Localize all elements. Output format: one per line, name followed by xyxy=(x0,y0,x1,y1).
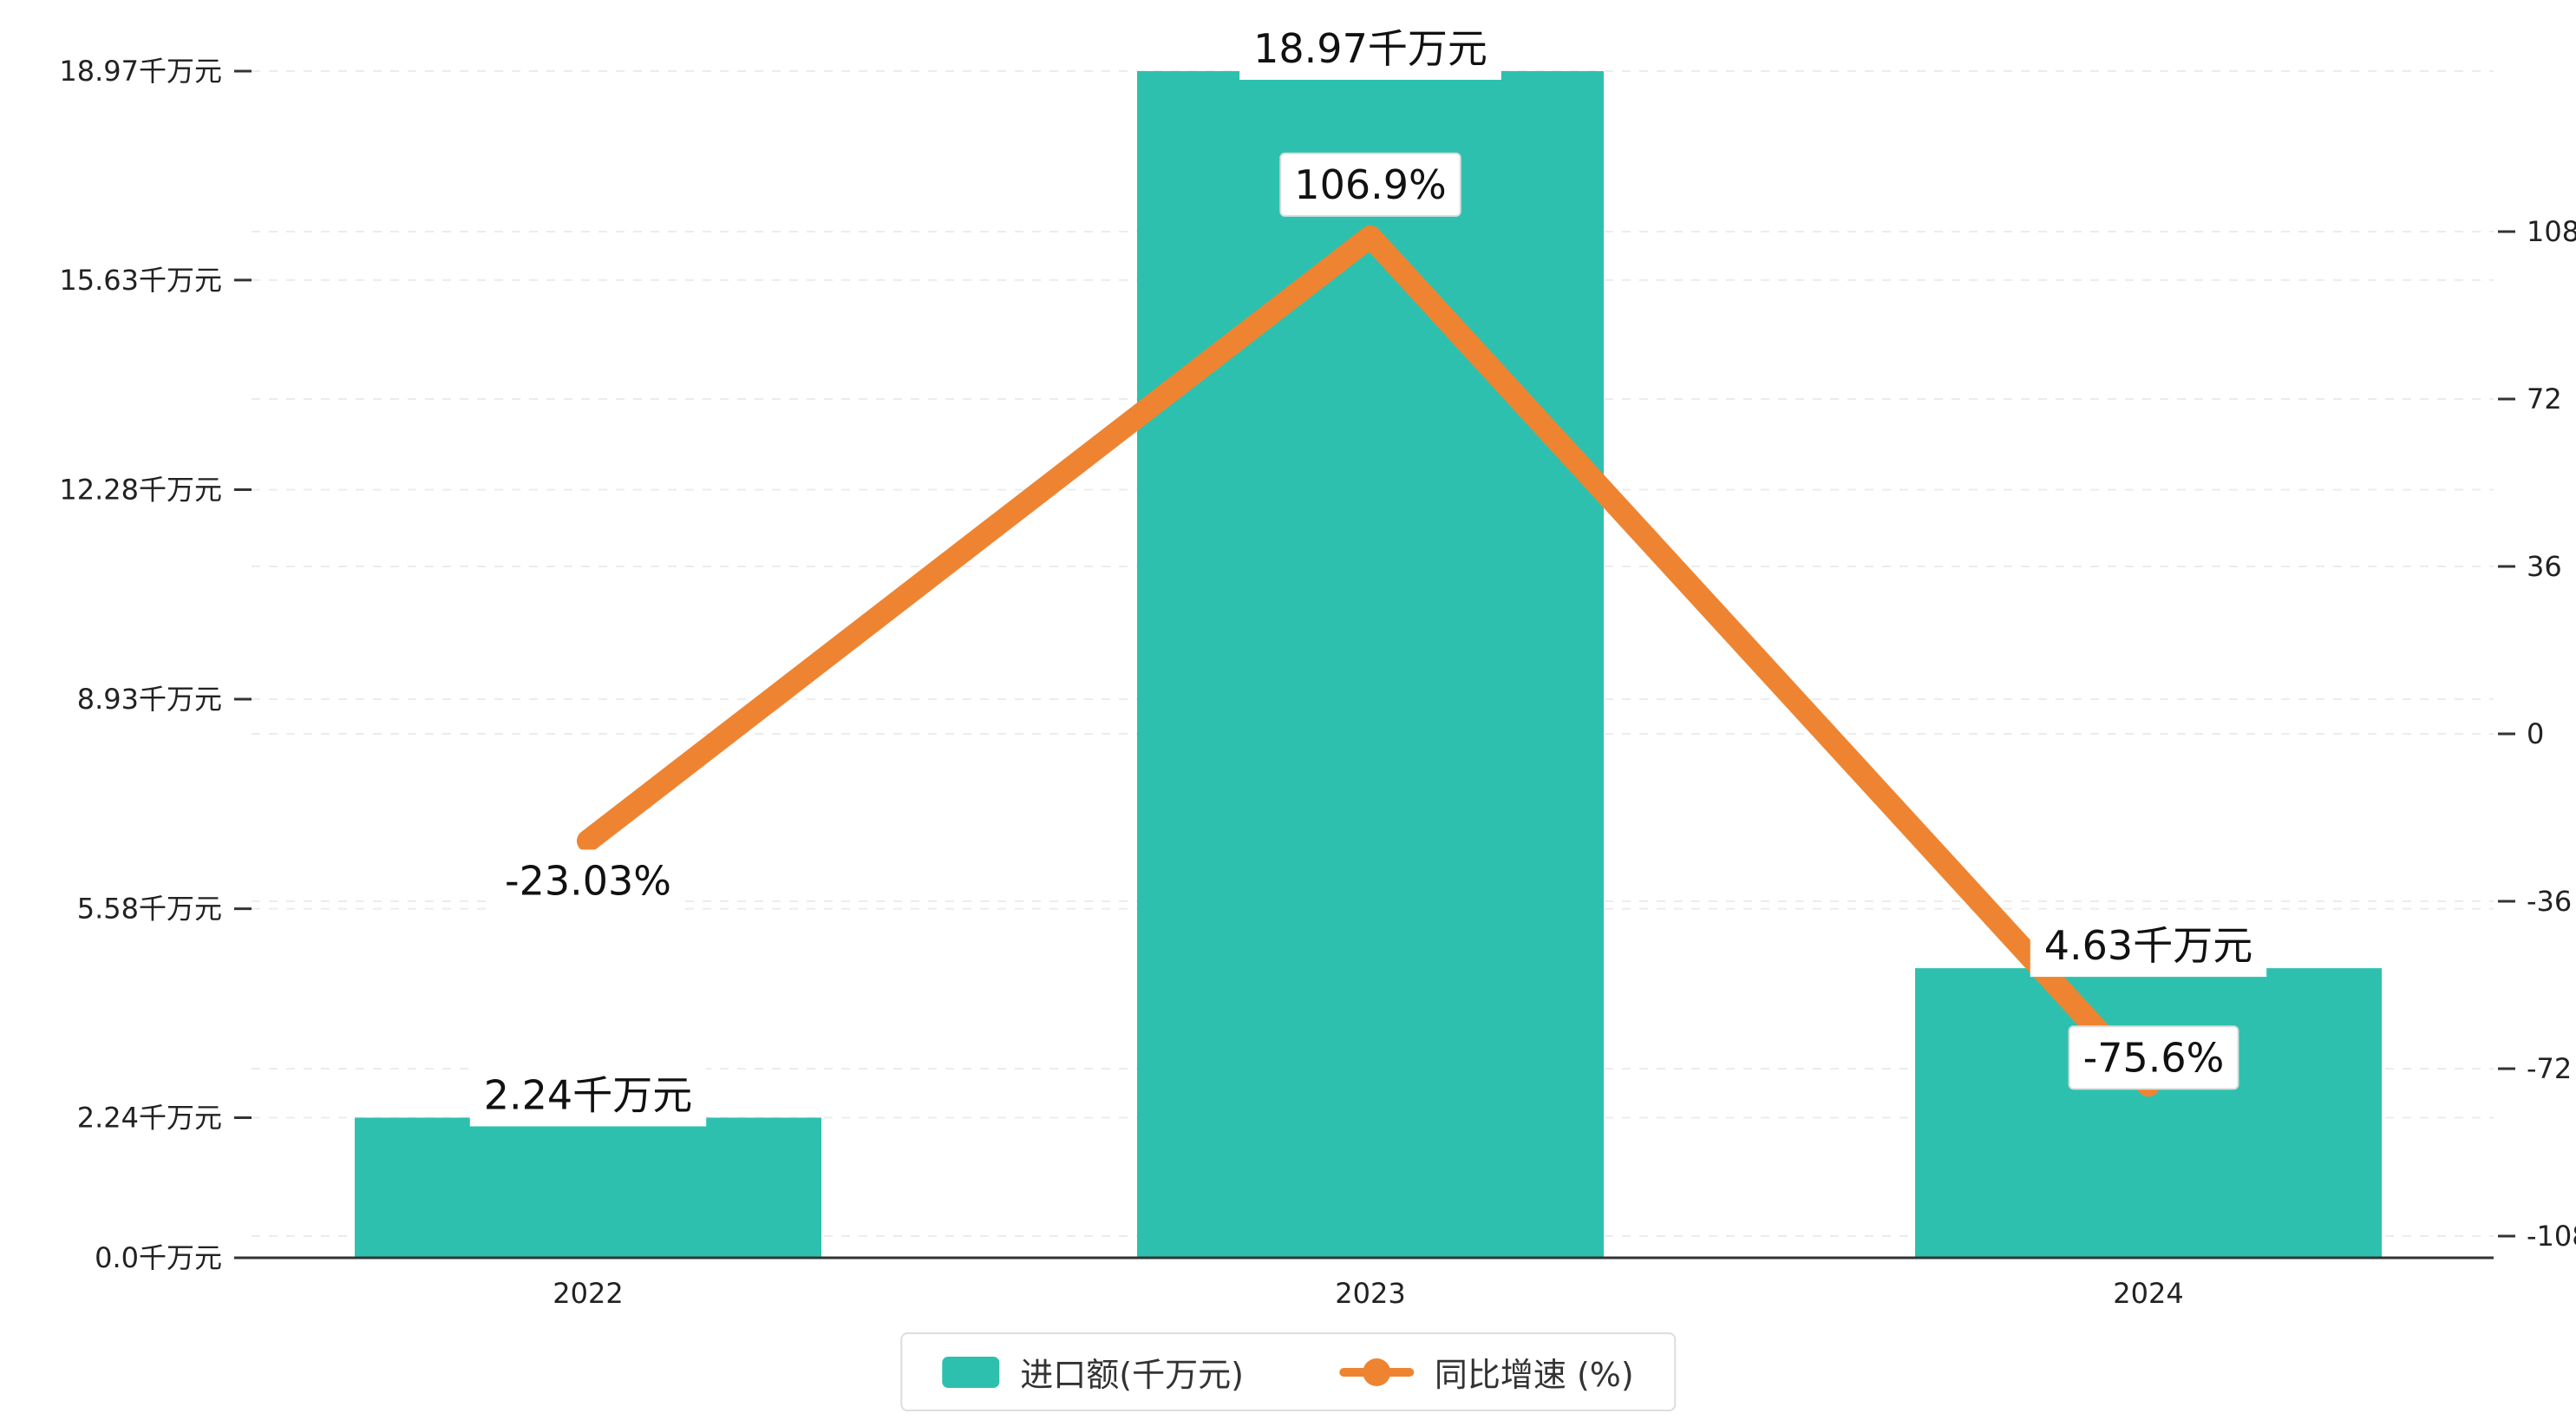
legend-item-yoy-growth[interactable]: 同比增速 (%) xyxy=(1338,1348,1634,1396)
svg-text:15.63千万元: 15.63千万元 xyxy=(59,264,222,297)
svg-text:2024: 2024 xyxy=(2113,1277,2183,1310)
svg-text:2.24千万元: 2.24千万元 xyxy=(77,1101,222,1134)
svg-text:12.28千万元: 12.28千万元 xyxy=(59,473,222,506)
bar-series-swatch xyxy=(942,1356,1000,1388)
svg-text:18.97千万元: 18.97千万元 xyxy=(1253,25,1487,72)
legend[interactable]: 进口额(千万元) 同比增速 (%) xyxy=(900,1332,1676,1411)
svg-text:2022: 2022 xyxy=(552,1277,623,1310)
line-series-dot xyxy=(1362,1358,1390,1386)
svg-text:2.24千万元: 2.24千万元 xyxy=(484,1071,692,1118)
svg-text:36: 36 xyxy=(2527,550,2562,583)
legend-label-yoy-growth: 同比增速 (%) xyxy=(1434,1356,1634,1394)
legend-item-import-amount[interactable]: 进口额(千万元) xyxy=(942,1348,1244,1396)
svg-text:5.58千万元: 5.58千万元 xyxy=(77,893,222,926)
svg-text:-36: -36 xyxy=(2527,885,2572,918)
line-series-marker xyxy=(1338,1358,1414,1386)
svg-text:-75.6%: -75.6% xyxy=(2083,1034,2225,1081)
svg-text:8.93千万元: 8.93千万元 xyxy=(77,683,222,716)
svg-text:4.63千万元: 4.63千万元 xyxy=(2044,922,2252,969)
svg-text:-23.03%: -23.03% xyxy=(505,857,671,904)
svg-text:18.97千万元: 18.97千万元 xyxy=(59,55,222,88)
svg-text:0.0千万元: 0.0千万元 xyxy=(95,1241,222,1274)
svg-text:2023: 2023 xyxy=(1335,1277,1405,1310)
svg-text:-108: -108 xyxy=(2527,1220,2576,1253)
svg-text:-72: -72 xyxy=(2527,1052,2572,1085)
legend-label-import-amount: 进口额(千万元) xyxy=(1020,1356,1244,1394)
svg-text:72: 72 xyxy=(2527,383,2562,416)
svg-text:108: 108 xyxy=(2527,215,2576,248)
svg-text:106.9%: 106.9% xyxy=(1294,161,1446,208)
svg-text:0: 0 xyxy=(2527,717,2544,750)
